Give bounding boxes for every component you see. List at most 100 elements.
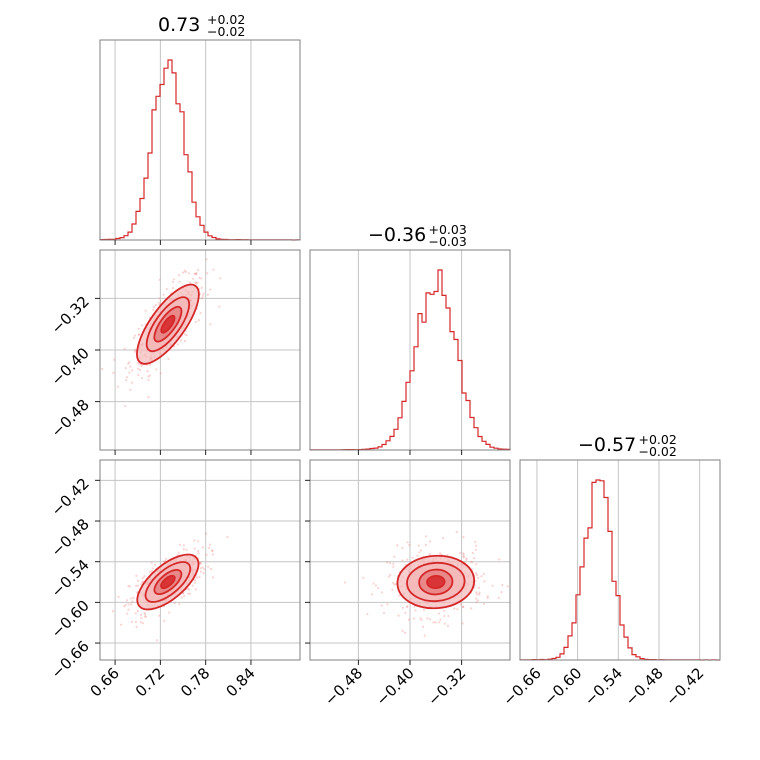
- scatter-point: [443, 622, 446, 625]
- scatter-point: [143, 613, 147, 616]
- scatter-point: [149, 363, 152, 366]
- scatter-point: [131, 369, 134, 372]
- scatter-point: [476, 599, 480, 602]
- scatter-point: [428, 553, 432, 556]
- scatter-point: [420, 618, 423, 622]
- histogram-step: [519, 479, 720, 661]
- scatter-point: [201, 546, 204, 549]
- scatter-point: [129, 388, 132, 391]
- scatter-point: [205, 258, 208, 261]
- scatter-point: [386, 561, 389, 564]
- scatter-point: [136, 579, 140, 582]
- scatter-point: [134, 348, 137, 351]
- marginal-title-upper: +0.02: [207, 12, 245, 27]
- scatter-point: [123, 347, 126, 350]
- scatter-point: [182, 271, 185, 274]
- scatter-point: [182, 592, 185, 595]
- y-tick-label: −0.66: [48, 637, 93, 682]
- scatter-point: [141, 324, 144, 327]
- scatter-point: [482, 602, 486, 606]
- x-tick-label: −0.40: [373, 664, 418, 709]
- scatter-point: [200, 297, 203, 300]
- scatter-point: [135, 625, 138, 629]
- marginal-title-upper: +0.02: [639, 432, 677, 447]
- scatter-point: [443, 609, 446, 612]
- scatter-point: [187, 587, 190, 590]
- scatter-point: [372, 582, 375, 585]
- scatter-point: [456, 608, 459, 611]
- contour-level-4: [426, 574, 446, 590]
- scatter-point: [154, 303, 157, 307]
- scatter-point: [439, 618, 442, 621]
- scatter-point: [135, 584, 138, 588]
- scatter-point: [136, 609, 139, 613]
- scatter-point: [127, 608, 130, 611]
- scatter-point: [124, 404, 127, 408]
- scatter-point: [158, 614, 161, 617]
- scatter-point: [392, 565, 395, 568]
- scatter-point: [465, 557, 468, 560]
- scatter-point: [370, 593, 374, 596]
- scatter-point: [125, 379, 128, 382]
- scatter-point: [150, 570, 153, 573]
- scatter-point: [406, 558, 409, 561]
- marginal-panel-2: −0.36 +0.03−0.03: [309, 222, 511, 455]
- scatter-point: [152, 308, 155, 311]
- scatter-point: [184, 270, 187, 273]
- scatter-point: [443, 615, 446, 618]
- scatter-point: [173, 601, 176, 605]
- scatter-point: [147, 396, 150, 399]
- scatter-point: [199, 561, 202, 564]
- scatter-point: [462, 605, 465, 609]
- marginal-title-lower: −0.02: [639, 444, 677, 459]
- scatter-point: [201, 294, 204, 297]
- y-tick-label: −0.42: [48, 474, 93, 519]
- scatter-point: [158, 278, 161, 281]
- y-tick-label: −0.40: [48, 344, 93, 389]
- x-tick-label: 0.78: [177, 664, 213, 700]
- scatter-point: [135, 574, 138, 577]
- scatter-point: [207, 546, 211, 550]
- scatter-point: [188, 281, 191, 284]
- scatter-point: [123, 605, 126, 608]
- scatter-point: [211, 576, 214, 579]
- scatter-point: [462, 605, 465, 608]
- scatter-point: [177, 551, 180, 554]
- scatter-point: [201, 566, 204, 569]
- scatter-point: [475, 601, 478, 604]
- scatter-point: [182, 548, 185, 551]
- scatter-point: [195, 576, 198, 579]
- scatter-point: [226, 535, 229, 539]
- scatter-point: [498, 558, 501, 561]
- scatter-point: [125, 376, 128, 379]
- scatter-point: [482, 572, 485, 576]
- scatter-point: [195, 282, 198, 285]
- scatter-point: [420, 549, 423, 552]
- scatter-point: [128, 371, 131, 374]
- scatter-point: [478, 591, 481, 594]
- scatter-point: [130, 597, 133, 600]
- scatter-point: [413, 605, 416, 608]
- scatter-point: [124, 603, 127, 607]
- scatter-point: [453, 607, 456, 610]
- scatter-point: [140, 364, 143, 367]
- scatter-point: [137, 333, 140, 336]
- scatter-point: [424, 535, 427, 538]
- marginal-title-upper: +0.03: [429, 222, 467, 237]
- scatter-point: [197, 552, 200, 555]
- scatter-point: [194, 272, 197, 275]
- scatter-point: [391, 581, 395, 584]
- scatter-point: [141, 622, 144, 625]
- scatter-point: [178, 274, 181, 277]
- scatter-point: [183, 339, 187, 343]
- scatter-point: [137, 333, 141, 336]
- scatter-point: [165, 557, 168, 561]
- scatter-point: [159, 372, 162, 375]
- scatter-point: [127, 603, 130, 606]
- scatter-point: [194, 320, 197, 324]
- y-tick-label: −0.32: [48, 292, 93, 337]
- scatter-point: [138, 363, 141, 366]
- y-tick-label: −0.48: [48, 515, 93, 560]
- scatter-point: [219, 277, 222, 280]
- contour-level-4: [160, 314, 176, 334]
